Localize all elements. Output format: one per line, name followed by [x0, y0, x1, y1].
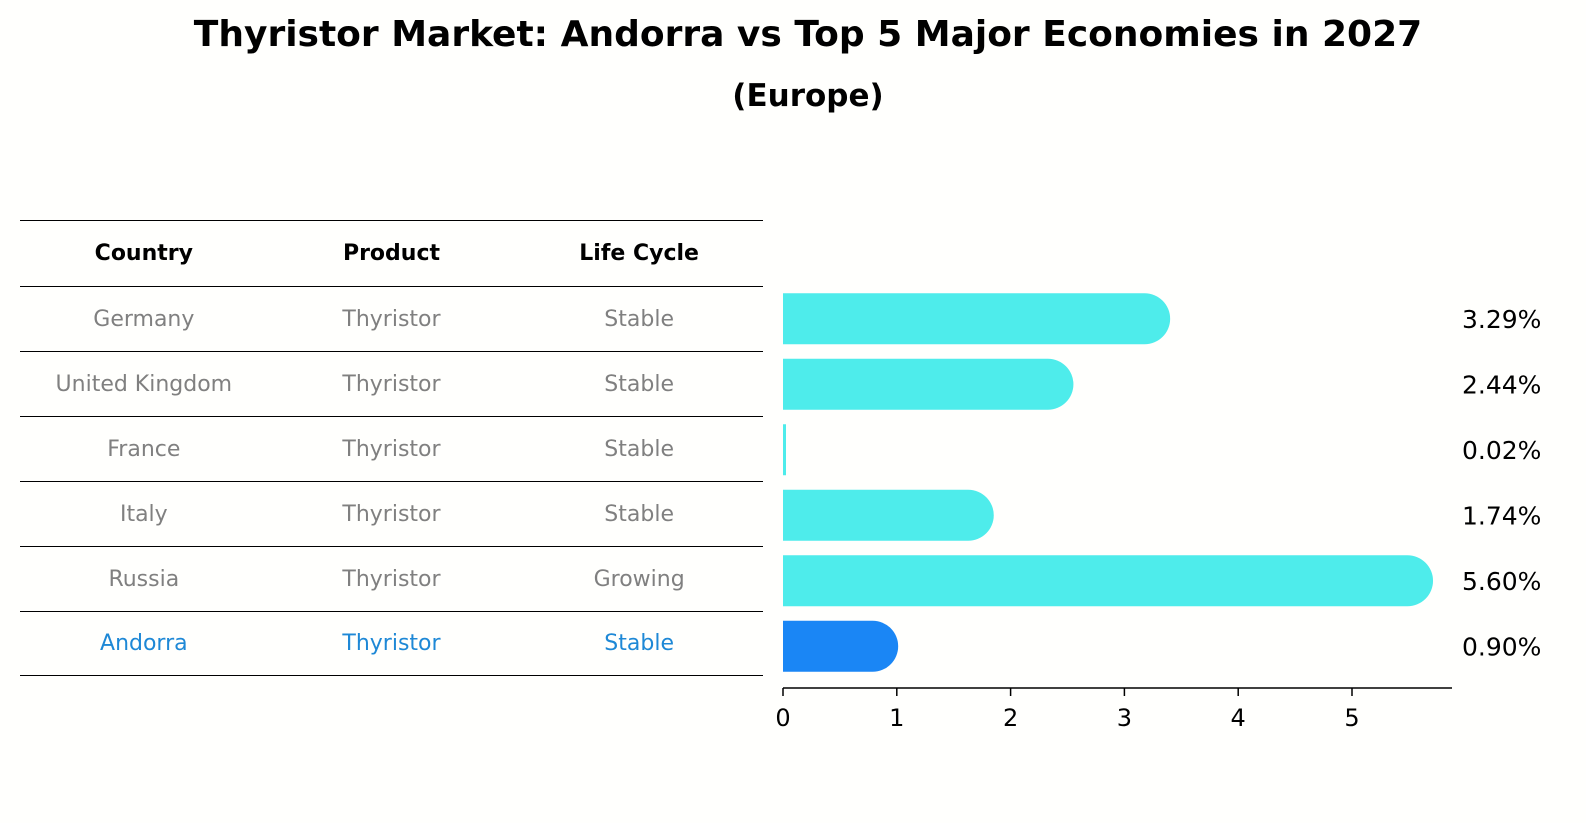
cell-product: Thyristor [342, 566, 441, 592]
cell-life-cycle: Stable [604, 436, 674, 462]
cell-product: Thyristor [342, 306, 441, 332]
header-life-cycle: Life Cycle [579, 241, 699, 266]
chart-title: Thyristor Market: Andorra vs Top 5 Major… [193, 14, 1423, 55]
cell-life-cycle: Stable [604, 306, 674, 332]
cell-country: Andorra [100, 631, 188, 656]
chart-subtitle: (Europe) [732, 78, 884, 114]
header-product: Product [342, 241, 441, 266]
value-label: 1.74% [1462, 501, 1541, 530]
bar-italy [783, 489, 994, 541]
bar-united-kingdom [783, 358, 1074, 410]
table-row: Russia Thyristor Growing [20, 546, 763, 611]
table-header-row: Country Product Life Cycle [20, 220, 763, 286]
table-row: United Kingdom Thyristor Stable [20, 351, 763, 416]
x-tick-label: 0 [775, 704, 790, 732]
data-table: Country Product Life Cycle Germany Thyri… [20, 220, 763, 676]
bar-france [783, 424, 786, 476]
cell-country: United Kingdom [55, 371, 233, 397]
cell-product: Thyristor [342, 631, 441, 656]
cell-country: France [107, 436, 181, 462]
cell-product: Thyristor [342, 501, 441, 527]
cell-life-cycle: Stable [604, 501, 674, 527]
value-label: 0.90% [1462, 632, 1541, 661]
header-country: Country [94, 241, 193, 266]
cell-country: Russia [108, 566, 180, 592]
table-row: Germany Thyristor Stable [20, 286, 763, 351]
x-tick-label: 2 [1003, 704, 1018, 732]
table-row-highlighted: Andorra Thyristor Stable [20, 611, 763, 676]
cell-country: Germany [93, 306, 195, 332]
value-label: 2.44% [1462, 370, 1541, 399]
value-label: 0.02% [1462, 436, 1541, 465]
cell-life-cycle: Stable [604, 371, 674, 397]
x-tick-label: 5 [1344, 704, 1359, 732]
bar-andorra [783, 620, 899, 672]
x-tick-label: 4 [1231, 704, 1246, 732]
bar-germany [783, 293, 1171, 345]
x-tick-label: 1 [889, 704, 904, 732]
table-row: France Thyristor Stable [20, 416, 763, 481]
value-label: 3.29% [1462, 305, 1541, 334]
cell-life-cycle: Stable [604, 631, 674, 656]
value-label: 5.60% [1462, 567, 1541, 596]
x-tick-label: 3 [1117, 704, 1132, 732]
table-row: Italy Thyristor Stable [20, 481, 763, 546]
cell-life-cycle: Growing [593, 566, 685, 592]
cell-product: Thyristor [342, 371, 441, 397]
cell-product: Thyristor [342, 436, 441, 462]
bar-russia [783, 555, 1434, 607]
cell-country: Italy [119, 501, 168, 527]
